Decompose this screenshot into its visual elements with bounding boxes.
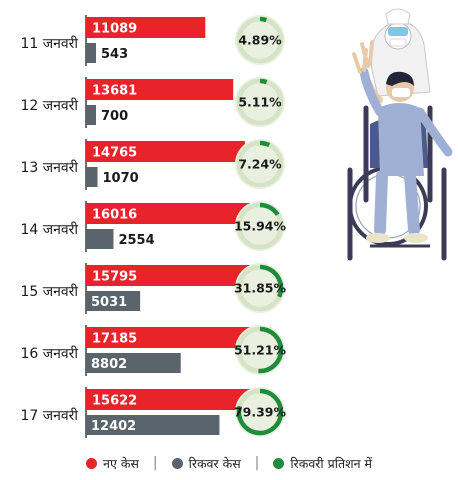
- legend-swatch-recovery-rate: [273, 457, 285, 469]
- date-label: 17 जनवरी: [20, 407, 78, 424]
- bar-recovered: [86, 105, 96, 125]
- value-label-recovered: 12402: [91, 419, 136, 434]
- bar-new-cases: [86, 203, 259, 224]
- value-label-recovered: 8802: [91, 357, 127, 372]
- legend-item-recovery-rate: रिकवरी प्रतिशन में: [273, 455, 372, 472]
- value-label-new-cases: 13681: [92, 84, 137, 99]
- bar-new-cases: [86, 79, 234, 100]
- chart-marks: 11 जनवरी 11089 543 4.89% 12 जनवरी 13681 700 5.1…: [20, 15, 286, 438]
- legend-separator: |: [254, 455, 260, 471]
- value-label-new-cases: 15795: [92, 270, 137, 285]
- legend-label-recovery-rate: रिकवरी प्रतिशन में: [290, 455, 372, 471]
- recovery-ring-arc: [259, 264, 284, 298]
- date-label: 13 जनवरी: [20, 159, 78, 176]
- recovery-ring-face: [235, 263, 285, 313]
- legend-label-recovered: रिकवर केस: [188, 455, 241, 471]
- bar-recovered: [86, 291, 141, 311]
- bar-recovered: [86, 43, 96, 63]
- bar-recovered: [86, 415, 220, 435]
- recovery-ring-arc: [258, 326, 284, 374]
- recovery-percent-label: 51.21%: [234, 343, 287, 358]
- date-label: 11 जनवरी: [20, 35, 78, 52]
- recovery-percent-label: 5.11%: [238, 95, 282, 110]
- recovery-ring-face: [235, 201, 285, 251]
- legend: नए केस | रिकवर केस | रिकवरी प्रतिशन में: [0, 446, 458, 480]
- bar-recovered: [86, 167, 98, 187]
- recovery-percent-label: 4.89%: [238, 33, 282, 48]
- legend-item-recovered: रिकवर केस: [171, 455, 241, 472]
- recovery-ring-face: [235, 15, 285, 65]
- recovery-ring-face: [235, 325, 285, 375]
- value-label-recovered: 1070: [103, 171, 139, 186]
- legend-separator: |: [152, 455, 158, 471]
- patient-in-wheelchair-with-doctor-icon: [347, 8, 453, 261]
- value-label-new-cases: 11089: [92, 22, 137, 37]
- value-label-new-cases: 15622: [92, 394, 137, 409]
- date-label: 16 जनवरी: [20, 345, 78, 362]
- legend-swatch-new-cases: [86, 457, 98, 469]
- bar-new-cases: [86, 17, 206, 38]
- recovery-ring-arc: [259, 202, 280, 217]
- value-label-new-cases: 14765: [92, 146, 137, 161]
- recovery-ring-face: [235, 387, 285, 437]
- value-label-recovered: 2554: [118, 233, 154, 248]
- value-label-recovered: 700: [101, 109, 128, 124]
- value-label-recovered: 543: [101, 47, 128, 62]
- recovery-percent-label: 7.24%: [238, 157, 282, 172]
- bar-new-cases: [86, 141, 245, 162]
- bar-new-cases: [86, 389, 255, 410]
- recovery-percent-label: 79.39%: [234, 405, 287, 420]
- value-label-new-cases: 16016: [92, 208, 137, 223]
- bar-new-cases: [86, 327, 271, 348]
- recovery-ring-arc: [259, 16, 268, 23]
- legend-swatch-recovered: [171, 457, 183, 469]
- recovery-ring-arc: [259, 140, 271, 148]
- bar-recovered: [86, 353, 181, 373]
- value-label-new-cases: 17185: [92, 332, 137, 347]
- bar-recovered: [86, 229, 114, 249]
- recovery-ring-arc: [236, 388, 284, 436]
- legend-label-new-cases: नए केस: [103, 455, 139, 471]
- recovery-ring-face: [235, 77, 285, 127]
- recovery-ring-arc: [259, 78, 268, 85]
- recovery-ring-face: [235, 139, 285, 189]
- value-label-recovered: 5031: [91, 295, 127, 310]
- cases-chart: 11 जनवरी 11089 543 4.89% 12 जनवरी 13681 700 5.1…: [20, 8, 453, 438]
- recovery-percent-label: 15.94%: [234, 219, 287, 234]
- date-label: 14 जनवरी: [20, 221, 78, 238]
- legend-item-new-cases: नए केस: [86, 455, 139, 472]
- date-label: 15 जनवरी: [20, 283, 78, 300]
- bar-new-cases: [86, 265, 256, 286]
- recovery-percent-label: 31.85%: [234, 281, 287, 296]
- date-label: 12 जनवरी: [20, 97, 78, 114]
